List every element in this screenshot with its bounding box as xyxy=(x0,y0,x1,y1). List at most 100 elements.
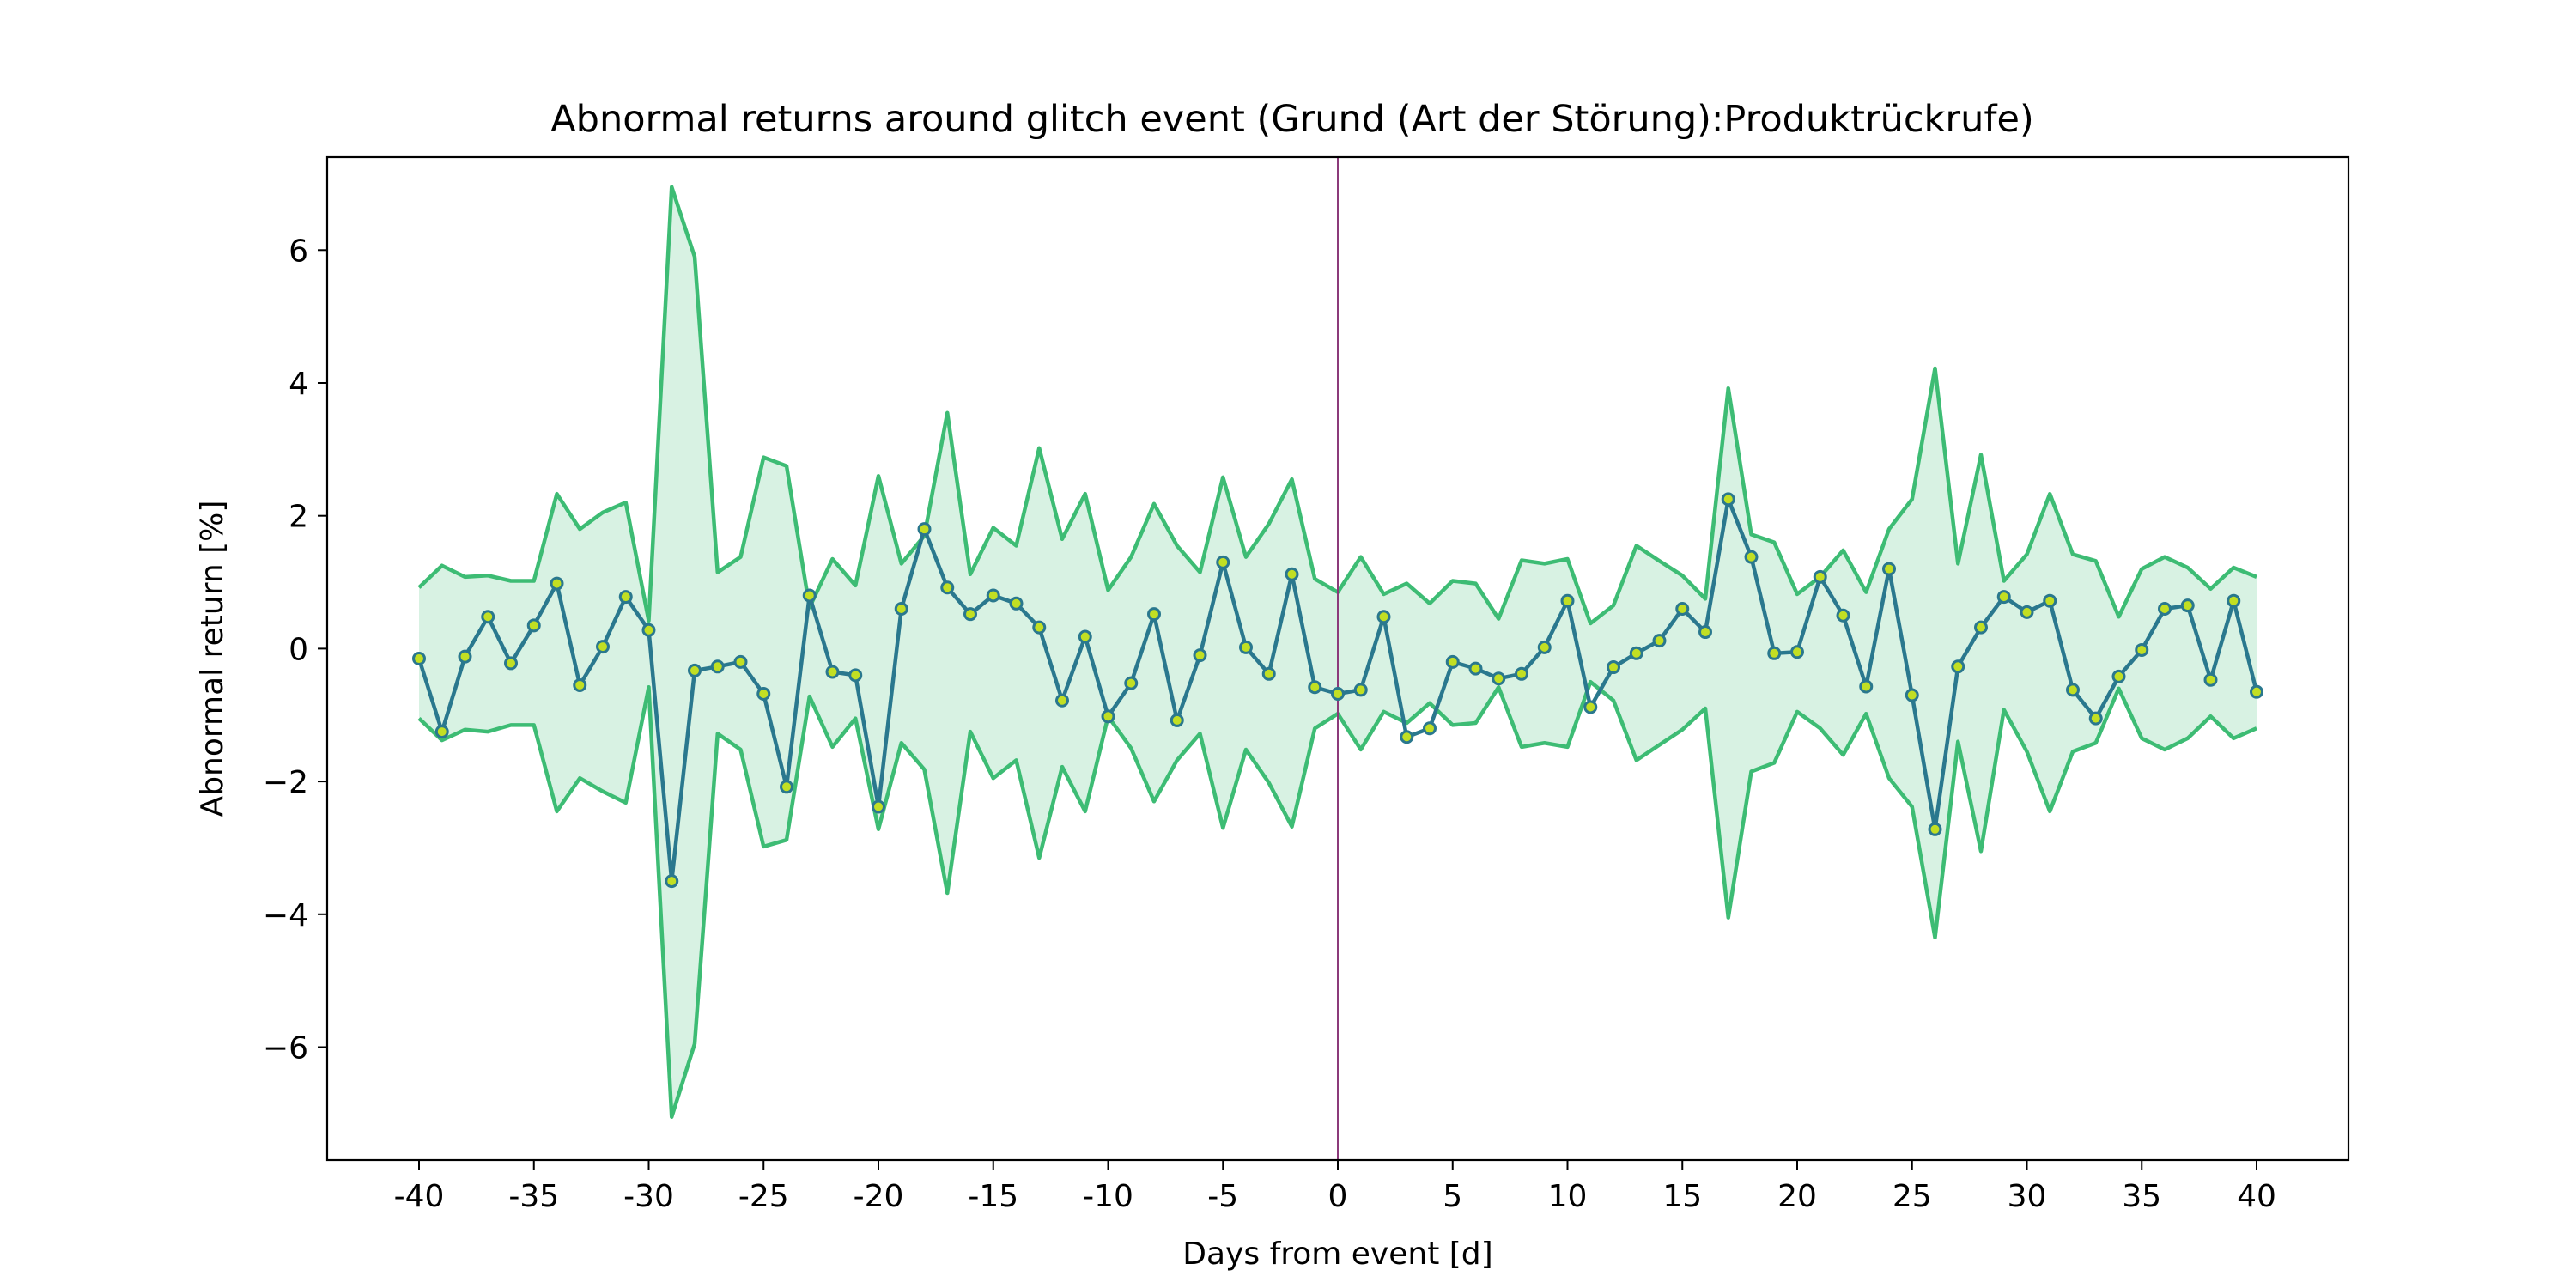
data-point xyxy=(1078,629,1092,644)
data-point xyxy=(1583,700,1598,714)
x-axis: -40 -35 -30 -25 -20 -15 -10 -5 0 5 10 15 20 25 30 35 40 xyxy=(394,1160,2276,1214)
data-point xyxy=(1996,590,2011,605)
data-point xyxy=(412,652,426,665)
data-point xyxy=(2135,642,2149,657)
data-point xyxy=(1308,680,1322,695)
data-point xyxy=(2043,593,2057,608)
y-tick-label: 4 xyxy=(289,367,308,402)
data-point xyxy=(1905,688,1919,702)
data-point xyxy=(1928,822,1942,836)
data-point xyxy=(1147,607,1161,622)
data-point xyxy=(641,623,656,637)
plot-area xyxy=(412,157,2263,1160)
x-tick-label: 30 xyxy=(2008,1179,2047,1214)
y-tick-label: 2 xyxy=(289,500,308,535)
data-point xyxy=(1698,625,1712,640)
data-point xyxy=(756,686,771,701)
data-point xyxy=(1882,562,1896,576)
data-point xyxy=(2088,711,2103,726)
data-point xyxy=(1813,569,1827,584)
data-point xyxy=(1331,686,1345,701)
y-tick-label: 0 xyxy=(289,632,308,667)
x-tick-label: -25 xyxy=(738,1179,789,1214)
y-tick-label: −4 xyxy=(263,898,308,933)
x-tick-label: -20 xyxy=(854,1179,904,1214)
data-point xyxy=(688,663,702,677)
data-point xyxy=(986,588,1000,603)
data-point xyxy=(1239,640,1253,654)
data-point xyxy=(1859,679,1874,694)
data-point xyxy=(963,607,977,622)
x-tick-label: 10 xyxy=(1548,1179,1588,1214)
y-tick-label: 6 xyxy=(289,234,308,269)
data-point xyxy=(665,874,679,889)
y-axis: −6 −4 −2 0 2 4 6 xyxy=(263,234,327,1066)
data-point xyxy=(1400,730,1414,744)
data-point xyxy=(1193,648,1207,663)
data-point xyxy=(1767,646,1782,660)
data-point xyxy=(1515,666,1528,681)
x-tick-label: 35 xyxy=(2122,1179,2161,1214)
data-point xyxy=(894,601,908,616)
data-point xyxy=(2020,605,2034,619)
data-point xyxy=(1744,550,1759,564)
data-point xyxy=(1537,640,1552,654)
data-point xyxy=(1124,676,1139,690)
data-point xyxy=(2111,669,2126,683)
y-tick-label: −2 xyxy=(263,765,308,800)
data-point xyxy=(1285,567,1299,581)
data-point xyxy=(1629,646,1643,660)
data-point xyxy=(2158,601,2172,616)
data-point xyxy=(1216,555,1230,569)
x-tick-label: -35 xyxy=(508,1179,559,1214)
data-point xyxy=(504,656,518,671)
data-point xyxy=(618,590,633,605)
data-point xyxy=(2203,672,2218,687)
y-tick-label: −6 xyxy=(263,1031,308,1066)
data-point xyxy=(481,610,495,624)
x-tick-label: 0 xyxy=(1328,1179,1348,1214)
data-point xyxy=(1675,601,1690,616)
x-tick-label: -30 xyxy=(623,1179,674,1214)
data-point xyxy=(1607,660,1620,675)
data-point xyxy=(1790,645,1804,659)
data-point xyxy=(1974,620,1988,635)
data-point xyxy=(2250,684,2263,699)
x-tick-label: -15 xyxy=(968,1179,1018,1214)
data-point xyxy=(1009,596,1024,611)
data-point xyxy=(1560,593,1575,608)
data-point xyxy=(1376,610,1391,624)
data-point xyxy=(917,522,932,537)
data-point xyxy=(1423,721,1437,736)
data-point xyxy=(434,725,449,739)
data-point xyxy=(2227,593,2241,608)
x-tick-label: 40 xyxy=(2237,1179,2276,1214)
data-point xyxy=(940,580,955,595)
x-tick-label: 5 xyxy=(1443,1179,1462,1214)
data-point xyxy=(1170,713,1184,727)
data-point xyxy=(1261,666,1276,681)
data-point xyxy=(1492,671,1506,686)
x-axis-label: Days from event [d] xyxy=(1182,1236,1492,1272)
x-tick-label: -5 xyxy=(1207,1179,1238,1214)
data-point xyxy=(1652,634,1667,648)
data-point xyxy=(1836,608,1850,623)
data-point xyxy=(825,665,840,679)
data-point xyxy=(733,654,748,669)
data-point xyxy=(2180,598,2195,613)
data-point xyxy=(596,640,610,654)
data-point xyxy=(526,618,541,633)
data-point xyxy=(458,649,472,664)
data-point xyxy=(802,588,817,603)
data-point xyxy=(2066,683,2080,697)
chart-title: Abnormal returns around glitch event (Gr… xyxy=(550,98,2033,141)
x-tick-label: -40 xyxy=(394,1179,445,1214)
data-point xyxy=(1101,709,1115,724)
y-axis-label: Abnormal return [%] xyxy=(195,501,230,817)
data-point xyxy=(780,780,793,794)
data-point xyxy=(550,576,564,591)
data-point xyxy=(1353,683,1368,697)
data-point xyxy=(848,668,863,683)
data-point xyxy=(1721,492,1735,507)
